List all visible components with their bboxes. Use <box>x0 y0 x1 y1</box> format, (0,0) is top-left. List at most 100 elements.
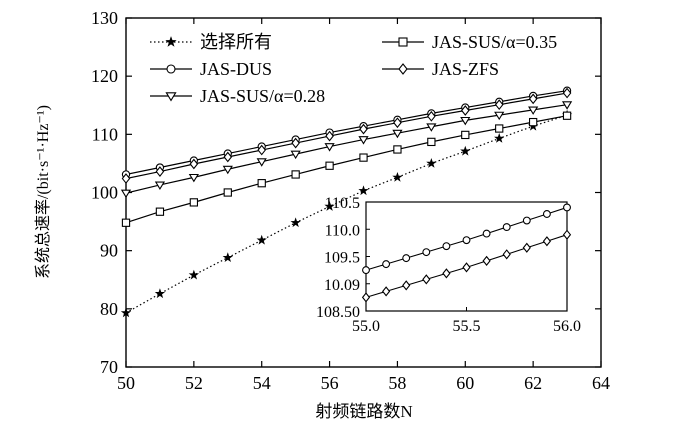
inset-series-2-point <box>361 292 371 303</box>
inset-series-2-point <box>422 274 431 285</box>
inset-x-tick-label: 55.5 <box>453 318 481 335</box>
series-1-point <box>358 185 369 196</box>
series-5-point <box>562 87 572 99</box>
series-5-point <box>257 144 267 156</box>
inset-plot: 55.0 55.5 56.0 108.50 10.09 109.5 110.0 110.5 <box>316 195 581 335</box>
series-3-point <box>460 116 471 126</box>
series-3-point <box>561 101 573 110</box>
series-1-point <box>222 252 233 263</box>
series-3-point <box>120 189 132 199</box>
series-4-point <box>121 218 131 227</box>
inset-series-2-point <box>482 255 491 266</box>
series-5-point <box>291 137 300 149</box>
inset-series-2-point <box>542 236 552 247</box>
series-1-point <box>426 158 437 168</box>
x-tick-label: 50 <box>117 373 135 393</box>
series-line-5 <box>125 92 568 180</box>
inset-series-1-point <box>422 248 431 257</box>
inset-series-1-point <box>382 260 391 269</box>
y-tick-label: 100 <box>91 183 118 203</box>
legend-label: 选择所有 <box>200 32 272 52</box>
inset-series-2-point <box>522 242 531 253</box>
series-3-point <box>290 150 301 160</box>
series-1-point <box>188 269 200 280</box>
inset-series-1-point <box>522 216 531 225</box>
x-tick-label: 58 <box>388 373 406 393</box>
y-tick-label: 110 <box>92 124 118 144</box>
series-1-point <box>120 307 132 318</box>
series-4-point <box>189 198 199 207</box>
legend: 选择所有 JAS-SUS/α=0.35 JAS-DUS JAS-ZFS JAS-SUS/… <box>150 32 557 106</box>
x-tick-label: 54 <box>253 373 271 393</box>
series-3-point <box>358 136 369 145</box>
y-tick-label: 130 <box>91 8 118 28</box>
series-4-point <box>461 130 470 140</box>
series-3-point <box>426 123 437 132</box>
inset-frame <box>365 201 568 312</box>
series-4-point <box>291 170 300 179</box>
legend-marker <box>398 63 408 75</box>
series-5-point <box>528 93 538 105</box>
series-5-point <box>393 117 402 129</box>
y-tick-label: 120 <box>91 66 118 86</box>
inset-series-1-point <box>542 210 551 218</box>
series-1-point <box>392 171 403 182</box>
legend-marker <box>165 92 177 102</box>
series-5-point <box>189 158 199 170</box>
inset-series-1-point <box>402 254 411 263</box>
inset-series-2-point <box>442 268 451 279</box>
series-1-point <box>290 217 301 228</box>
series-5-point <box>427 110 436 122</box>
series-5-point <box>359 123 368 135</box>
inset-series-2-point <box>402 280 411 291</box>
x-tick-label: 64 <box>592 373 610 393</box>
x-axis-label: 射频链路数N <box>315 402 412 421</box>
series-4-point <box>393 145 402 154</box>
legend-marker <box>165 36 177 47</box>
legend-label: JAS-SUS/α=0.28 <box>200 86 325 106</box>
series-3-point <box>528 106 539 115</box>
inset-series-2-point <box>462 262 471 273</box>
x-tick-label: 62 <box>524 373 542 393</box>
series-3-point <box>392 129 403 139</box>
x-tick-label: 56 <box>321 373 339 393</box>
legend-marker <box>166 64 176 74</box>
series-3-point <box>256 158 267 167</box>
y-tick-label: 70 <box>100 357 118 377</box>
series-4-point <box>562 111 572 120</box>
series-1-point <box>460 145 471 156</box>
series-3-point <box>188 173 199 183</box>
series-4-point <box>495 124 504 133</box>
series-1-point <box>494 132 505 143</box>
series-4-point <box>359 153 368 162</box>
series-4-point <box>223 188 232 197</box>
legend-label: JAS-SUS/α=0.35 <box>432 32 557 52</box>
y-tick-label: 80 <box>100 299 118 319</box>
series-5-point <box>155 166 165 177</box>
series-line-1 <box>125 114 568 314</box>
series-4-point <box>325 161 334 170</box>
series-line-3 <box>125 104 568 194</box>
series-4-point <box>155 207 165 216</box>
inset-series-1-point <box>563 203 571 212</box>
series-3-point <box>324 143 335 152</box>
series-3-point <box>154 181 166 190</box>
series-5-point <box>223 151 233 163</box>
series-1-point <box>154 288 166 299</box>
inset-series-2-point <box>562 229 572 240</box>
inset-series-2-point <box>502 249 511 260</box>
series-1-point <box>324 201 335 211</box>
inset-y-tick-label: 109.5 <box>324 250 360 267</box>
series-3-point <box>494 111 505 121</box>
series-4-point <box>528 117 538 127</box>
series-3-point <box>222 165 233 175</box>
y-tick-label: 90 <box>100 241 118 261</box>
series-5-point <box>460 105 470 116</box>
x-tick-label: 60 <box>456 373 474 393</box>
main-plot: 50 52 54 56 58 60 62 64 70 80 90 100 110 120 130 <box>91 8 610 393</box>
series-line-4 <box>125 115 568 224</box>
series-5-point <box>494 99 504 111</box>
inset-y-tick-label: 108.50 <box>316 304 360 321</box>
inset-x-tick-label: 56.0 <box>553 318 581 335</box>
